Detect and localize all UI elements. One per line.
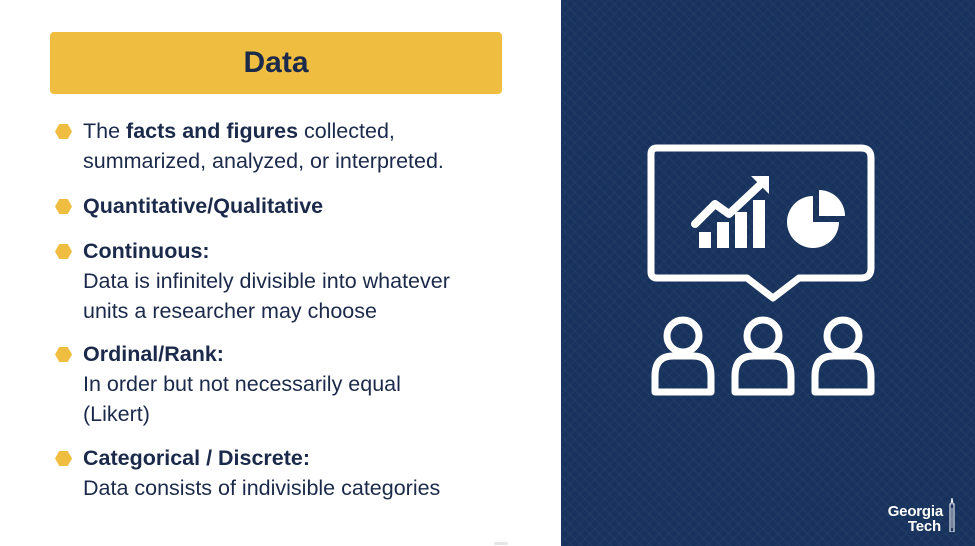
hexagon-bullet-icon bbox=[55, 124, 72, 139]
illustration-panel: Georgia Tech bbox=[561, 0, 975, 546]
bullet-list: The facts and figures collected, summari… bbox=[55, 116, 555, 503]
georgia-tech-logo: Georgia Tech bbox=[888, 498, 955, 534]
presentation-audience-chart-icon bbox=[647, 144, 875, 396]
bullet-continuous: Continuous: Data is infinitely divisible… bbox=[55, 236, 555, 326]
tech-tower-icon bbox=[949, 498, 955, 532]
page-marker bbox=[494, 542, 508, 545]
hexagon-bullet-icon bbox=[55, 451, 72, 466]
bullet-categorical-discrete: Categorical / Discrete: Data consists of… bbox=[55, 443, 555, 503]
hexagon-bullet-icon bbox=[55, 244, 72, 259]
hexagon-bullet-icon bbox=[55, 347, 72, 362]
slide-title: Data bbox=[243, 46, 309, 79]
hexagon-bullet-icon bbox=[55, 199, 72, 214]
bullet-ordinal-rank: Ordinal/Rank: In order but not necessari… bbox=[55, 339, 555, 429]
title-banner: Data bbox=[50, 32, 502, 94]
bullet-quantitative-qualitative: Quantitative/Qualitative bbox=[55, 191, 555, 221]
content-panel: Data The facts and figures collected, su… bbox=[50, 32, 555, 545]
bullet-facts-and-figures: The facts and figures collected, summari… bbox=[55, 116, 555, 176]
